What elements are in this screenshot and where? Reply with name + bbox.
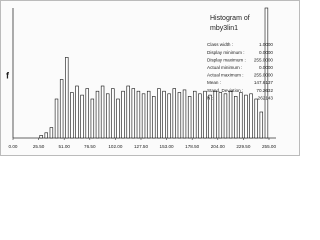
bar [65, 57, 69, 139]
bar [116, 98, 120, 139]
bar [198, 93, 202, 139]
bar [39, 135, 43, 139]
bar [208, 94, 212, 139]
x-tick-label: 204.00 [211, 144, 225, 149]
x-tick-label: 0.00 [9, 144, 18, 149]
bar [228, 90, 233, 139]
bar [152, 96, 156, 139]
bar [90, 98, 95, 139]
info-value: 1.0000 [259, 42, 273, 47]
bar [264, 7, 269, 139]
x-tick-label: 76.50 [84, 144, 96, 149]
x-tick-label: 51.00 [58, 144, 70, 149]
info-value: 147.6137 [254, 80, 274, 85]
bar [136, 90, 141, 139]
info-title: Histogram of [210, 15, 250, 22]
bar [121, 90, 125, 139]
bar [126, 85, 130, 139]
bar [44, 132, 48, 139]
bar [172, 88, 176, 139]
chart: f Histogram of mby3lin1 0.00 25.50 51.00 76… [0, 0, 300, 156]
info-label: Display minimum : [207, 50, 245, 55]
info-value: 255.0000 [254, 57, 274, 62]
bar [187, 96, 192, 139]
x-tick-label: 255.00 [262, 144, 276, 149]
info-name: mby3lin1 [210, 25, 238, 32]
bar [182, 89, 187, 139]
x-tick-label: 25.50 [33, 144, 45, 149]
info-value: 0.0000 [259, 50, 273, 55]
bar [162, 90, 166, 139]
bar [213, 90, 217, 139]
bar [70, 92, 74, 139]
info-label: N : [207, 95, 213, 100]
bar [95, 90, 100, 139]
bar [75, 85, 79, 139]
bar [131, 88, 136, 139]
info-label: Actual maximum : [207, 73, 244, 78]
bar [157, 88, 161, 139]
bar [234, 96, 238, 139]
x-tick-label: 127.50 [134, 144, 148, 149]
bar [259, 111, 264, 139]
bar [249, 93, 253, 139]
info-label: Stand. Deviation : [207, 88, 243, 93]
bar [177, 92, 182, 139]
x-tick-label: 178.50 [185, 144, 199, 149]
bar [111, 88, 115, 139]
info-value: 70.2632 [256, 88, 273, 93]
bar [167, 93, 171, 139]
y-axis-label: f [6, 70, 10, 80]
bar [223, 93, 228, 139]
info-label: Mean : [207, 80, 221, 85]
x-tick-label: 153.00 [160, 144, 174, 149]
bar [193, 90, 197, 139]
bar [254, 98, 258, 139]
info-value: 0.0000 [259, 65, 273, 70]
bar [106, 93, 110, 139]
x-tick-label: 229.50 [236, 144, 250, 149]
bar [203, 90, 207, 139]
bar [244, 94, 248, 139]
x-tick-label: 102.00 [108, 144, 122, 149]
bar [85, 88, 89, 139]
bar [146, 90, 151, 139]
info-label: Class width : [207, 42, 233, 47]
bar [59, 79, 64, 139]
bar [141, 93, 146, 139]
bar [49, 127, 54, 139]
bar [54, 98, 59, 139]
bar [218, 92, 223, 139]
info-value: 262143 [258, 95, 274, 100]
info-label: Display maximum : [207, 57, 246, 62]
bar [239, 92, 243, 139]
bar [80, 94, 84, 139]
info-label: Actual minimum : [207, 65, 242, 70]
bar [100, 85, 105, 139]
info-value: 255.0000 [254, 73, 274, 78]
